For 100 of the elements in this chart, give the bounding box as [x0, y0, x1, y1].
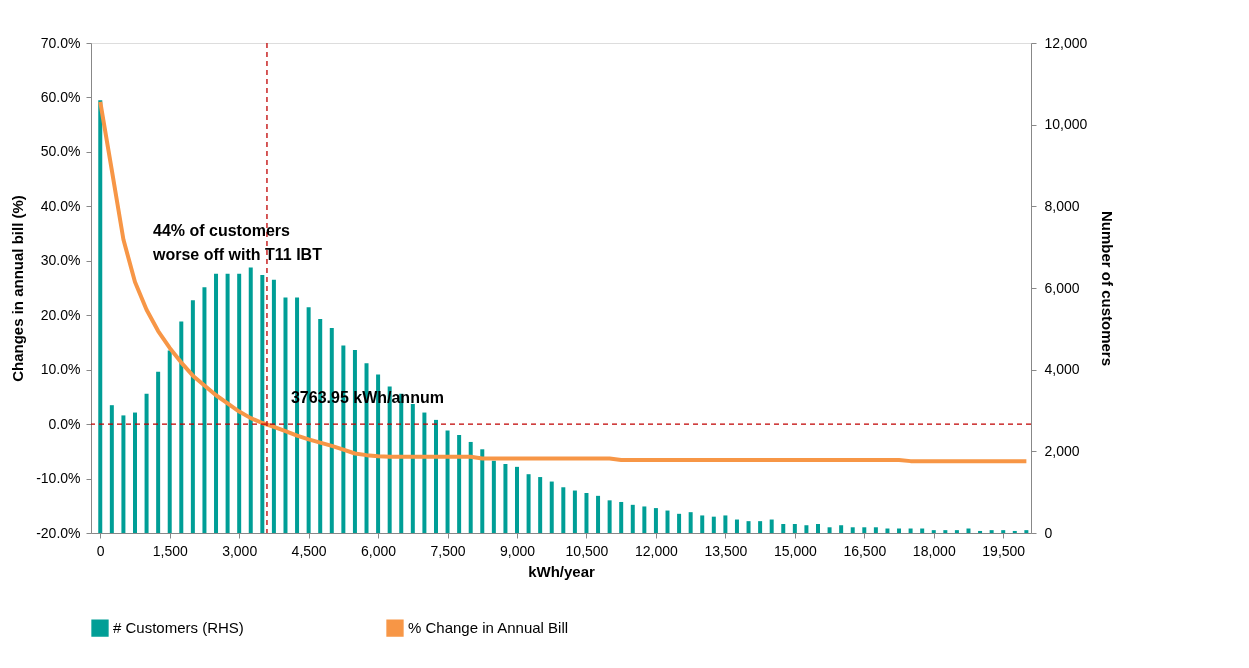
bar — [179, 321, 184, 533]
bar — [804, 525, 809, 533]
bar — [827, 527, 832, 533]
bar — [225, 273, 230, 533]
bar — [468, 441, 473, 533]
bar — [642, 506, 647, 533]
x-tick-label: 1,500 — [152, 542, 188, 559]
y-tick-label: 60.0% — [40, 88, 81, 105]
x-tick-label: 4,500 — [291, 542, 327, 559]
y2-tick-label: 10,000 — [1044, 116, 1088, 133]
bar — [98, 100, 103, 533]
line-series — [98, 99, 1029, 464]
bar — [503, 463, 508, 533]
bar — [167, 350, 172, 533]
bar — [792, 524, 797, 533]
x-tick-label: 0 — [96, 542, 105, 559]
bar — [711, 516, 716, 533]
bar — [260, 274, 265, 533]
bar — [109, 405, 114, 533]
bar — [248, 267, 253, 533]
bar — [677, 513, 682, 533]
bar — [746, 521, 751, 533]
x-axis-title: kWh/year — [528, 562, 596, 580]
y2-tick-label: 0 — [1044, 524, 1053, 541]
bar — [653, 508, 658, 533]
bar — [457, 435, 462, 533]
bar — [572, 490, 577, 533]
x-tick-label: 9,000 — [499, 542, 536, 559]
y-tick-label: 20.0% — [40, 306, 81, 323]
legend-label: # Customers (RHS) — [113, 619, 244, 637]
bar — [132, 412, 137, 533]
bar — [700, 515, 705, 533]
bar — [422, 412, 427, 533]
bar — [526, 474, 531, 533]
bar — [596, 495, 601, 533]
bar — [584, 492, 589, 533]
y2-tick-label: 12,000 — [1044, 34, 1088, 51]
y-tick-label: 0.0% — [48, 415, 81, 432]
x-tick-label: 13,500 — [704, 542, 748, 559]
x-tick-label: 18,000 — [912, 542, 956, 559]
y-tick-label: 40.0% — [40, 197, 81, 214]
bar — [607, 500, 612, 533]
bar — [630, 504, 635, 533]
bar — [619, 501, 624, 533]
bar — [156, 371, 161, 533]
bar — [850, 527, 855, 533]
x-tick-label: 16,500 — [843, 542, 887, 559]
y-tick-label: 70.0% — [40, 34, 81, 51]
bar — [214, 273, 219, 533]
bar — [144, 393, 149, 533]
bar — [480, 449, 485, 533]
bar — [271, 279, 276, 533]
bar — [1001, 530, 1006, 533]
y2-tick-label: 6,000 — [1044, 279, 1080, 296]
y-axis-title: Changes in annual bill (%) — [9, 195, 27, 382]
bar — [445, 430, 450, 533]
y-tick-label: 50.0% — [40, 143, 81, 160]
bar — [978, 530, 983, 533]
bar — [862, 527, 867, 533]
x-tick-label: 19,500 — [982, 542, 1026, 559]
x-tick-label: 15,000 — [773, 542, 817, 559]
x-tick-label: 12,000 — [635, 542, 679, 559]
y-tick-label: 10.0% — [40, 361, 81, 378]
y-tick-label: -10.0% — [36, 470, 81, 487]
bar — [121, 415, 126, 533]
bar — [769, 519, 774, 533]
bar — [190, 300, 195, 533]
bar — [723, 515, 728, 533]
annotation: 44% of customers worse off with T11 IBT — [152, 222, 323, 263]
bar — [491, 460, 496, 533]
bar — [989, 530, 994, 533]
bar — [561, 487, 566, 533]
x-tick-label: 3,000 — [222, 542, 258, 559]
y2-tick-label: 8,000 — [1044, 197, 1080, 214]
bar — [954, 530, 959, 533]
bar — [873, 527, 878, 533]
bar — [433, 419, 438, 533]
bar — [931, 530, 936, 533]
bar — [538, 477, 543, 533]
bar — [1012, 530, 1017, 533]
bar — [515, 466, 520, 533]
y2-tick-label: 2,000 — [1044, 442, 1080, 459]
bar — [758, 521, 763, 533]
y2-axis-title: Number of customers — [1099, 210, 1117, 367]
bar — [237, 273, 242, 533]
y2-tick-label: 4,000 — [1044, 361, 1080, 378]
bar — [734, 519, 739, 533]
bar — [943, 530, 948, 533]
bar — [839, 525, 844, 533]
y-tick-label: -20.0% — [36, 524, 81, 541]
x-tick-label: 7,500 — [430, 542, 466, 559]
bar — [781, 524, 786, 533]
bar — [202, 287, 207, 533]
bar — [1024, 530, 1029, 533]
legend-label: % Change in Annual Bill — [408, 619, 569, 637]
bar — [283, 297, 288, 533]
bar — [665, 510, 670, 533]
x-tick-label: 6,000 — [361, 542, 397, 559]
bar — [410, 403, 415, 533]
y-tick-label: 30.0% — [40, 252, 81, 269]
